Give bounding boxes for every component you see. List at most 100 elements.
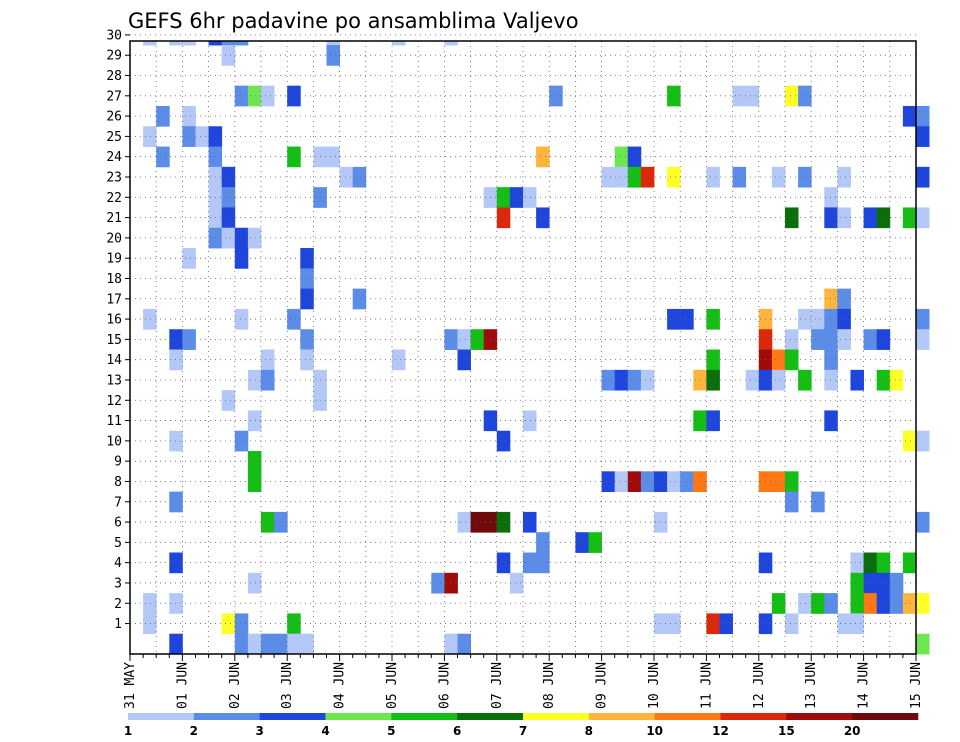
colorbar-segment xyxy=(128,713,195,720)
heatmap-cell xyxy=(457,511,471,533)
y-tick-label: 12 xyxy=(106,394,122,409)
y-tick-label: 30 xyxy=(106,28,122,43)
heatmap-cell xyxy=(771,166,786,188)
x-tick-label: 06 JUN xyxy=(437,662,452,709)
heatmap-cell xyxy=(876,552,891,574)
heatmap-cell xyxy=(261,85,275,107)
heatmap-cell xyxy=(824,593,838,614)
heatmap-cell xyxy=(247,633,262,655)
heatmap-cell xyxy=(261,369,275,391)
heatmap-cell xyxy=(837,166,851,188)
y-tick-label: 3 xyxy=(114,576,122,591)
heatmap-cell xyxy=(182,126,196,147)
heatmap-cell xyxy=(352,166,367,188)
heatmap-cell xyxy=(169,430,183,452)
heatmap-cell xyxy=(889,369,904,391)
heatmap-cell xyxy=(916,308,930,330)
y-tick-label: 19 xyxy=(106,252,122,267)
heatmap-cell xyxy=(444,633,458,655)
heatmap-cell xyxy=(143,593,157,614)
colorbar-label: 2 xyxy=(190,724,198,738)
heatmap-cell xyxy=(706,410,720,432)
x-tick-label: 03 JUN xyxy=(280,662,295,709)
colorbar-label: 12 xyxy=(712,724,729,738)
heatmap-cell xyxy=(811,329,825,350)
heatmap-cell xyxy=(300,268,314,290)
colorbar-segment xyxy=(720,713,787,720)
heatmap-cell xyxy=(837,613,851,635)
heatmap-cell xyxy=(300,633,314,655)
heatmap-cell xyxy=(221,45,236,66)
heatmap-cell xyxy=(234,430,249,452)
heatmap-cell xyxy=(916,633,930,655)
y-tick-label: 22 xyxy=(106,191,122,206)
heatmap-cell xyxy=(182,329,196,350)
heatmap-cell xyxy=(916,166,930,188)
colorbar-label: 20 xyxy=(844,724,861,738)
colorbar-label: 5 xyxy=(387,724,395,738)
y-axis-ticks: 1234567891011121314151617181920212223242… xyxy=(106,28,130,632)
colorbar-segment xyxy=(193,713,260,720)
heatmap-cell xyxy=(247,410,262,432)
heatmap-cell xyxy=(916,511,930,533)
heatmap-cell xyxy=(339,166,354,188)
heatmap-cell xyxy=(601,166,616,188)
heatmap-cell xyxy=(824,349,838,371)
y-tick-label: 20 xyxy=(106,231,122,246)
heatmap-cell xyxy=(326,45,340,66)
y-tick-label: 23 xyxy=(106,170,122,185)
heatmap-cell xyxy=(274,633,288,655)
heatmap-cell xyxy=(143,308,157,330)
heatmap-cell xyxy=(247,451,262,472)
heatmap-cell xyxy=(837,288,851,310)
x-tick-label: 11 JUN xyxy=(699,662,714,709)
colorbar-segment xyxy=(523,713,590,720)
heatmap-cell xyxy=(667,308,681,330)
heatmap-cell xyxy=(614,146,629,168)
heatmap-cell xyxy=(470,511,485,533)
heatmap-cell xyxy=(247,572,262,594)
heatmap-cell xyxy=(785,491,799,513)
heatmap-cell xyxy=(785,207,799,229)
colorbar-segment xyxy=(588,713,655,720)
x-tick-label: 10 JUN xyxy=(647,662,662,709)
heatmap-cell xyxy=(732,166,747,188)
heatmap-cell xyxy=(627,166,642,188)
x-axis-ticks: 31 MAY 01 JUN 02 JUN 03 JUN 04 JUN 05 JUN 06 J… xyxy=(123,654,924,709)
heatmap-cell xyxy=(523,552,537,574)
heatmap-cell xyxy=(169,593,183,614)
heatmap-cells xyxy=(143,41,930,655)
heatmap-cell xyxy=(771,369,786,391)
y-tick-label: 1 xyxy=(114,617,122,632)
colorbar-segment xyxy=(325,713,392,720)
heatmap-cell xyxy=(811,491,825,513)
heatmap-cell xyxy=(247,85,262,107)
heatmap-cell xyxy=(156,105,170,127)
heatmap-cell xyxy=(640,471,655,493)
colorbar: 1 2 3 4 5 6 7 8 10 12 15 20 xyxy=(124,713,919,738)
heatmap-cell xyxy=(798,369,812,391)
heatmap-cell xyxy=(352,288,367,310)
y-tick-label: 15 xyxy=(106,333,122,348)
heatmap-cell xyxy=(523,187,537,208)
x-tick-label: 15 JUN xyxy=(909,662,924,709)
heatmap-cell xyxy=(771,349,786,371)
heatmap-cell xyxy=(745,369,760,391)
y-tick-label: 6 xyxy=(114,516,122,531)
heatmap-cell xyxy=(916,207,930,229)
heatmap-cell xyxy=(169,41,183,46)
heatmap-cell xyxy=(916,430,930,452)
heatmap-cell xyxy=(837,329,851,350)
heatmap-cell xyxy=(798,308,812,330)
heatmap-cell xyxy=(234,41,249,46)
heatmap-cell xyxy=(470,329,485,350)
y-tick-label: 5 xyxy=(114,536,122,551)
heatmap-cell xyxy=(785,85,799,107)
heatmap-cell xyxy=(234,308,249,330)
heatmap-cell xyxy=(850,552,864,574)
heatmap-cell xyxy=(221,187,236,208)
heatmap-cell xyxy=(706,349,720,371)
y-tick-label: 27 xyxy=(106,89,122,104)
heatmap-cell xyxy=(221,613,236,635)
